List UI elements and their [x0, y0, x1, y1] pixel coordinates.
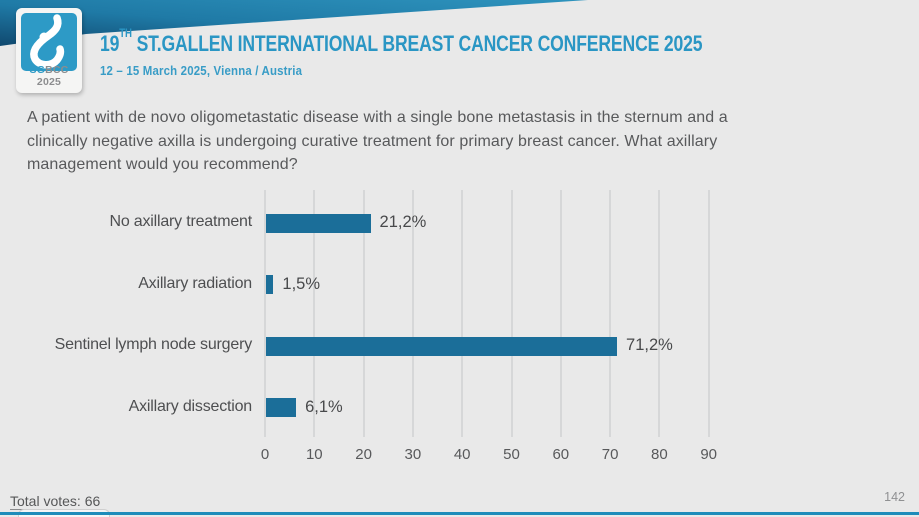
bar-1: [266, 213, 371, 233]
sgbcc-logo: SGBCC 2025: [16, 8, 82, 93]
x-tick-10: 10: [305, 446, 323, 463]
gridline-0: [264, 190, 266, 437]
x-tick-60: 60: [552, 446, 570, 463]
gridline-70: [609, 190, 612, 437]
question-line: management would you recommend?: [27, 156, 298, 173]
sgbcc-logo-caption: SGBCC 2025: [16, 64, 82, 88]
x-tick-0: 0: [260, 446, 270, 463]
gridline-50: [510, 190, 513, 437]
poll-question: A patient with de novo oligometastatic d…: [27, 106, 728, 177]
sgbcc-logo-tile: [21, 13, 77, 71]
conference-subtitle: 12 – 15 March 2025, Vienna / Austria: [100, 63, 303, 78]
header-banner-shape: [0, 0, 588, 46]
x-tick-20: 20: [355, 446, 372, 463]
title-text: ST.GALLEN INTERNATIONAL BREAST CANCER CO…: [131, 31, 703, 56]
title-number: 19: [100, 31, 120, 56]
x-tick-50: 50: [503, 446, 520, 463]
gridline-90: [707, 190, 710, 437]
bar-4: [266, 398, 297, 417]
value-label: 21,2%: [379, 213, 427, 231]
category-label: No axillary treatment: [109, 213, 252, 230]
x-tick-30: 30: [404, 446, 422, 463]
x-tick-90: 90: [700, 446, 718, 463]
conference-title: 19TH ST.GALLEN INTERNATIONAL BREAST CANC…: [100, 26, 703, 57]
total-votes-label: Total votes: 66: [10, 493, 101, 509]
category-label: Axillary radiation: [138, 274, 252, 292]
logo-text-sg: SG: [29, 64, 46, 76]
title-ordinal: TH: [119, 25, 132, 40]
header: 19TH ST.GALLEN INTERNATIONAL BREAST CANC…: [100, 26, 853, 78]
gridline-10: [313, 190, 316, 437]
value-label: 71,2%: [626, 336, 673, 354]
x-tick-40: 40: [453, 446, 471, 463]
value-label: 1,5%: [282, 274, 320, 293]
page-number: 142: [884, 490, 905, 504]
category-label: Sentinel lymph node surgery: [54, 336, 253, 353]
breast-drop-icon: [30, 14, 65, 69]
logo-text-year: 2025: [36, 76, 62, 88]
value-label: 6,1%: [305, 397, 343, 416]
gridline-60: [559, 190, 562, 437]
question-line: clinically negative axilla is undergoing…: [27, 132, 718, 150]
gridline-30: [411, 190, 414, 437]
question-line: A patient with de novo oligometastatic d…: [27, 109, 728, 126]
gridline-80: [658, 190, 661, 437]
gridline-40: [461, 190, 464, 437]
bar-2: [266, 275, 274, 294]
bar-3: [266, 336, 618, 356]
x-tick-70: 70: [601, 446, 619, 463]
logo-text-bcc: BCC: [45, 64, 69, 76]
category-label: Axillary dissection: [128, 397, 253, 415]
bottom-accent-bar: [0, 512, 919, 515]
gridline-20: [362, 190, 365, 437]
x-tick-80: 80: [651, 446, 668, 463]
